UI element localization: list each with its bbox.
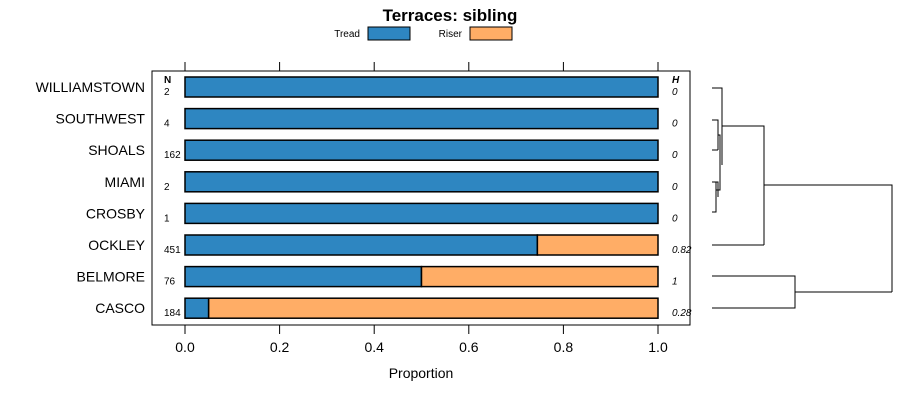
n-value-casco: 184	[164, 308, 181, 319]
dendro-link-top-cluster	[722, 125, 765, 245]
h-value-crosby: 0	[672, 213, 678, 224]
h-header: H	[672, 75, 680, 86]
bar-tread-casco	[184, 297, 210, 319]
bar-riser-belmore	[420, 265, 659, 288]
h-value-belmore: 1	[672, 277, 678, 288]
h-value-shoals: 0	[672, 150, 678, 161]
n-value-belmore: 76	[164, 277, 176, 288]
x-tick-label: 1.0	[648, 339, 668, 355]
x-tick-label: 0.0	[175, 339, 195, 355]
x-tick-label: 0.6	[459, 339, 479, 355]
bar-tread-shoals	[184, 139, 659, 161]
dendrogram	[712, 87, 893, 309]
bar-tread-belmore	[184, 265, 423, 288]
chart-title: Terraces: sibling	[383, 6, 518, 25]
n-value-southwest: 4	[164, 119, 170, 130]
x-axis: 0.0 0.2 0.4 0.6 0.8 1.0	[175, 325, 668, 355]
category-label-ockley: OCKLEY	[88, 237, 145, 253]
legend: Tread Riser	[334, 26, 513, 41]
x-tick-label: 0.2	[270, 339, 290, 355]
n-header: N	[164, 75, 171, 86]
legend-label-riser: Riser	[439, 29, 463, 40]
dendro-link-crosby	[712, 182, 717, 213]
dendro-link-belmore	[712, 275, 796, 309]
category-label-williamstown: WILLIAMSTOWN	[36, 79, 145, 95]
dendro-link-williamstown	[712, 87, 723, 165]
bar-riser-casco	[207, 297, 659, 319]
legend-swatch-riser	[469, 26, 513, 41]
dendro-link-miami	[712, 181, 719, 197]
x-tick-label: 0.4	[364, 339, 384, 355]
n-value-shoals: 162	[164, 150, 181, 161]
bar-riser-ockley	[536, 234, 659, 256]
h-value-ockley: 0.82	[672, 245, 692, 256]
category-label-shoals: SHOALS	[88, 142, 145, 158]
legend-swatch-tread	[367, 26, 411, 41]
bar-tread-ockley	[184, 234, 539, 256]
n-value-miami: 2	[164, 182, 170, 193]
legend-label-tread: Tread	[334, 29, 360, 40]
category-label-crosby: CROSBY	[86, 205, 146, 221]
top-axis-ticks	[184, 62, 659, 71]
bar-tread-miami	[184, 171, 659, 193]
category-label-southwest: SOUTHWEST	[56, 111, 146, 127]
category-label-belmore: BELMORE	[77, 269, 145, 285]
h-value-casco: 0.28	[672, 308, 692, 319]
dendro-link-upper-join	[764, 184, 893, 292]
h-value-williamstown: 0	[672, 87, 678, 98]
category-label-casco: CASCO	[95, 300, 145, 316]
h-value-southwest: 0	[672, 119, 678, 130]
plot-frame	[151, 70, 691, 326]
category-labels: WILLIAMSTOWN SOUTHWEST SHOALS MIAMI CROSBY OC…	[36, 79, 146, 316]
bar-tread-crosby	[184, 202, 659, 225]
x-tick-label: 0.8	[554, 339, 574, 355]
n-value-ockley: 451	[164, 245, 181, 256]
bars	[184, 76, 659, 319]
category-label-miami: MIAMI	[105, 174, 145, 190]
bar-tread-williamstown	[184, 76, 659, 98]
dendro-link-mid	[716, 134, 721, 191]
n-value-crosby: 1	[164, 213, 170, 224]
dendro-link-southwest	[712, 119, 719, 150]
bar-tread-southwest	[184, 107, 659, 130]
x-axis-label: Proportion	[389, 365, 454, 381]
h-value-miami: 0	[672, 182, 678, 193]
n-value-williamstown: 2	[164, 87, 170, 98]
